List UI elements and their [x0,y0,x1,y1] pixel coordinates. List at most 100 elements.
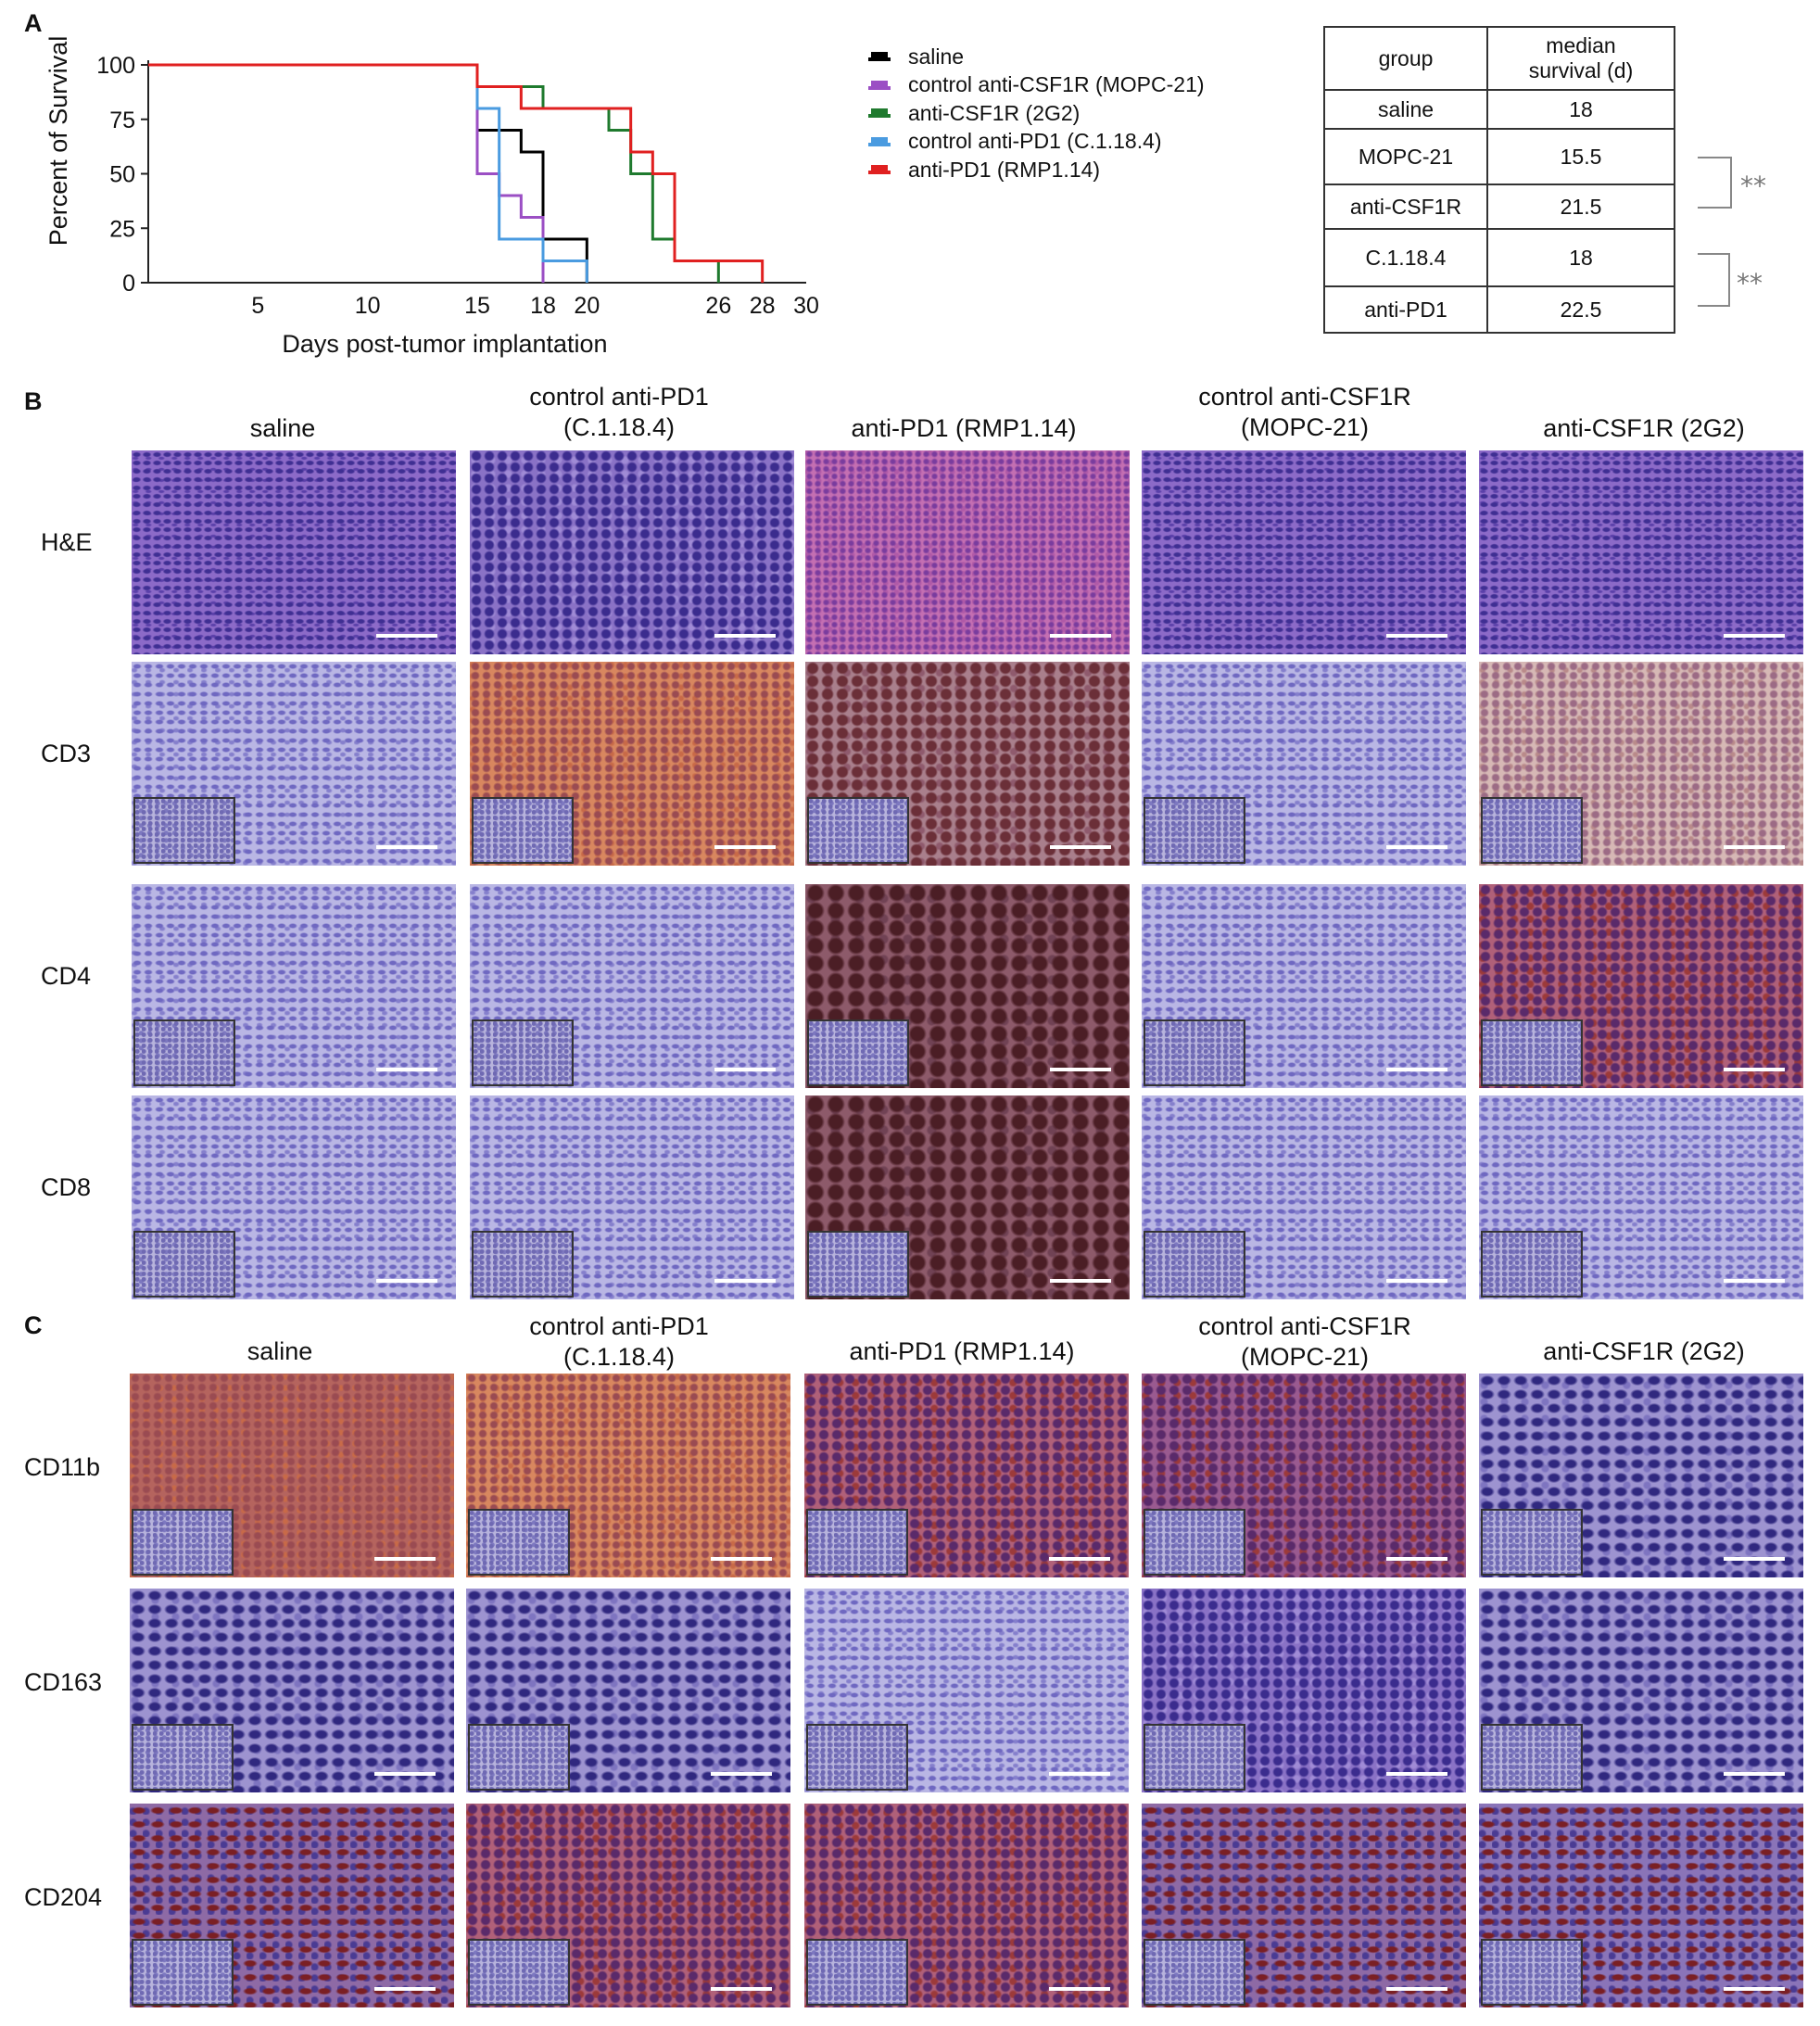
y-tick-label: 0 [122,271,135,297]
table-row: anti-CSF1R 21.5 [1323,184,1675,230]
legend-item: anti-PD1 (RMP1.14) [868,156,1205,184]
chart-axes [147,60,806,284]
y-tick-label: 25 [109,216,135,242]
micrograph-cd4-rmp114 [805,884,1130,1088]
micrograph-cd4-mopc21 [1142,884,1466,1088]
panel-c-col-header: anti-CSF1R (2G2) [1543,1337,1745,1365]
micrograph-cd11b-2g2 [1479,1374,1803,1577]
series-line-1 [148,63,545,283]
y-tick-label: 75 [109,108,135,133]
table-cell-group: anti-CSF1R [1323,184,1488,230]
table-row: anti-PD1 22.5 [1323,285,1675,334]
legend-swatch [868,136,891,146]
micrograph-cd8-2g2 [1479,1095,1803,1299]
micrograph-he-c1184 [470,450,794,654]
panel-c-col-header: control anti-CSF1R (MOPC-21) [1198,1312,1411,1371]
micrograph-cd8-saline [132,1095,456,1299]
table-cell-median: 21.5 [1486,184,1675,230]
legend-label: saline [908,44,965,69]
table-cell-median: 18 [1486,89,1675,130]
y-tick-label: 50 [109,162,135,188]
legend-label: anti-PD1 (RMP1.14) [908,157,1101,182]
legend-swatch [868,52,891,62]
x-tick-label: 28 [750,293,776,319]
table-cell-group: saline [1323,89,1488,130]
micrograph-cd8-mopc21 [1142,1095,1466,1299]
micrograph-cd163-c1184 [466,1589,790,1792]
panel-b-col-header: anti-CSF1R (2G2) [1543,414,1745,442]
panel-c-row-header: CD163 [24,1668,103,1696]
legend-label: control anti-CSF1R (MOPC-21) [908,72,1205,97]
panel-b-row-header: H&E [41,528,93,556]
micrograph-cd163-rmp114 [804,1589,1129,1792]
micrograph-cd11b-saline [130,1374,454,1577]
legend-item: anti-CSF1R (2G2) [868,99,1205,128]
table-cell-group: anti-PD1 [1323,285,1488,334]
x-tick-label: 5 [251,293,264,319]
micrograph-cd3-2g2 [1479,662,1803,866]
micrograph-cd4-saline [132,884,456,1088]
panel-label-c: C [24,1311,43,1339]
table-cell-median: 22.5 [1486,285,1675,334]
series-line-2 [148,63,720,283]
micrograph-he-mopc21 [1142,450,1466,654]
panel-b-col-header: control anti-CSF1R (MOPC-21) [1198,383,1411,441]
significance-brackets: ** ** [1698,157,1766,307]
x-tick-label: 10 [355,293,381,319]
micrograph-cd204-c1184 [466,1804,790,2007]
micrograph-cd11b-rmp114 [804,1374,1129,1577]
micrograph-cd3-mopc21 [1142,662,1466,866]
micrograph-cd204-2g2 [1479,1804,1803,2007]
micrograph-cd163-saline [130,1589,454,1792]
table-header-median: median survival (d) [1486,26,1675,91]
micrograph-cd204-rmp114 [804,1804,1129,2007]
legend-label: anti-CSF1R (2G2) [908,100,1081,125]
legend-item: saline [868,43,1205,71]
micrograph-cd8-rmp114 [805,1095,1130,1299]
significance-mark-2: ** [1737,268,1763,298]
legend-item: control anti-PD1 (C.1.18.4) [868,128,1205,157]
micrograph-cd163-mopc21 [1142,1589,1466,1792]
micrograph-he-rmp114 [805,450,1130,654]
micrograph-cd4-2g2 [1479,884,1803,1088]
micrograph-cd204-mopc21 [1142,1804,1466,2007]
table-header-group: group [1323,26,1488,91]
micrograph-cd11b-mopc21 [1142,1374,1466,1577]
micrograph-he-saline [132,450,456,654]
y-axis-title: Percent of Survival [44,36,72,247]
legend-label: control anti-PD1 (C.1.18.4) [908,129,1162,154]
panel-b-col-header: saline [249,414,316,442]
legend-swatch [868,80,891,90]
series-line-4 [148,63,765,283]
significance-mark-1: ** [1740,171,1766,201]
micrograph-cd204-saline [130,1804,454,2007]
panel-b-col-header: control anti-PD1 (C.1.18.4) [529,383,709,441]
panel-c-row-header: CD11b [24,1453,101,1481]
table-cell-group: C.1.18.4 [1323,228,1488,287]
micrograph-he-2g2 [1479,450,1803,654]
panel-b-row-header: CD4 [41,962,92,990]
legend-swatch [868,165,891,175]
x-tick-label: 30 [793,293,819,319]
panel-c-col-header: anti-PD1 (RMP1.14) [849,1337,1075,1365]
chart-ticks: 0 25 50 75 100 5 10 15 18 20 26 28 30 [96,53,819,319]
x-tick-label: 18 [530,293,556,319]
micrograph-cd3-c1184 [470,662,794,866]
table-cell-median: 15.5 [1486,128,1675,185]
legend-item: control anti-CSF1R (MOPC-21) [868,71,1205,100]
panel-label-a: A [24,9,43,37]
chart-series [148,63,765,283]
x-tick-label: 20 [574,293,600,319]
legend-swatch [868,108,891,119]
panel-c-col-header: saline [246,1337,313,1365]
micrograph-cd3-saline [132,662,456,866]
y-tick-label: 100 [96,53,135,79]
table-row: C.1.18.4 18 [1323,228,1675,287]
panel-b-row-header: CD8 [41,1173,92,1201]
micrograph-cd8-c1184 [470,1095,794,1299]
micrograph-cd11b-c1184 [466,1374,790,1577]
micrograph-cd163-2g2 [1479,1589,1803,1792]
table-row: saline 18 [1323,89,1675,130]
panel-c-col-header: control anti-PD1 (C.1.18.4) [529,1312,709,1371]
panel-b-col-header: anti-PD1 (RMP1.14) [851,414,1077,442]
